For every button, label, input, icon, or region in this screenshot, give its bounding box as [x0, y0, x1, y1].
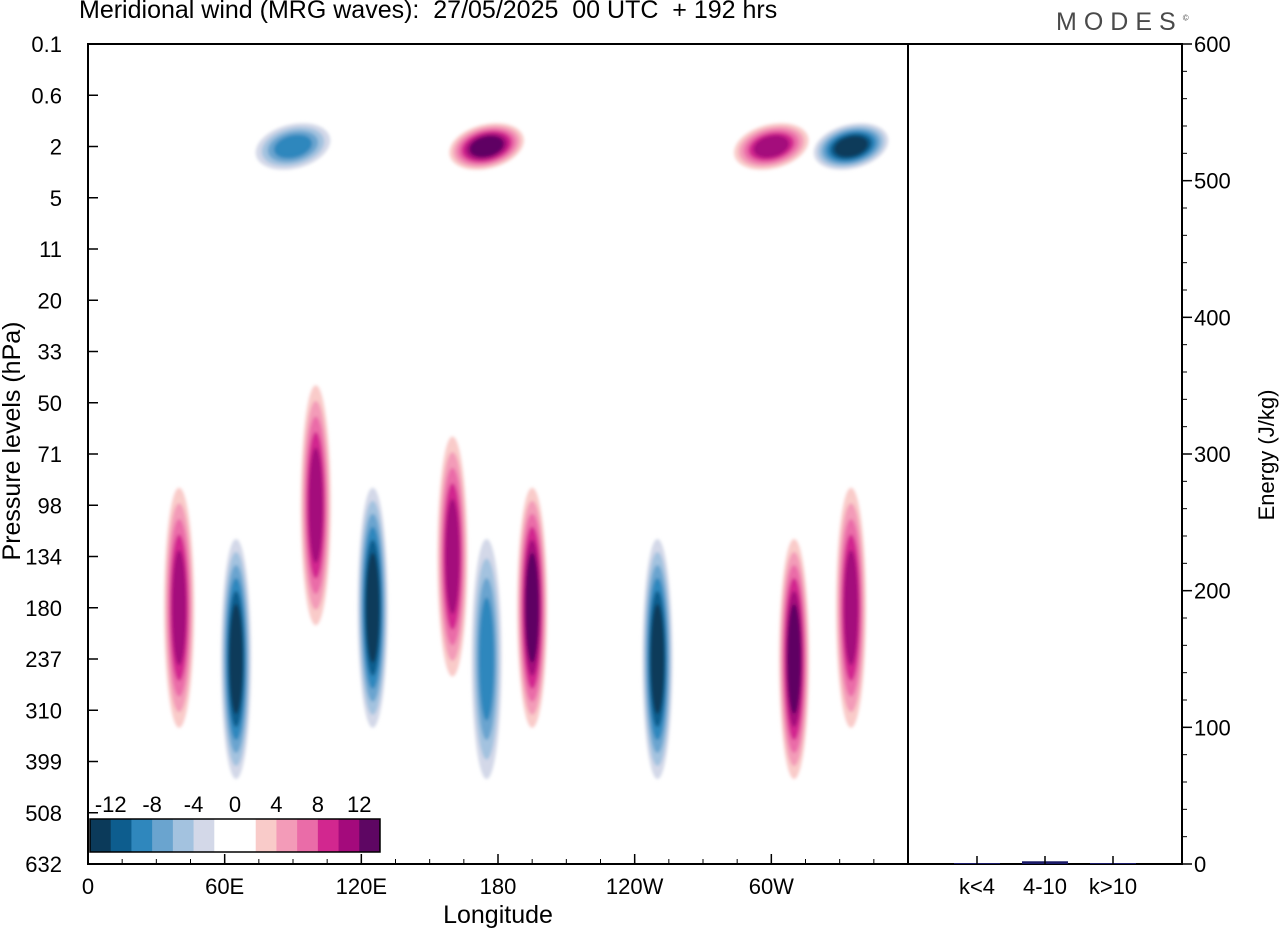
colorbar-frame: [89, 818, 381, 853]
colorbar-swatch: [152, 819, 174, 852]
wind-anomaly-20: [779, 539, 810, 779]
colorbar-label: 12: [347, 792, 371, 817]
wind-anomaly-16: [437, 436, 468, 677]
colorbar-swatch: [235, 819, 257, 852]
wind-anomaly-4: [456, 0, 540, 23]
colorbar-swatch: [359, 819, 381, 852]
wind-anomaly-10: [813, 123, 889, 170]
colorbar-swatch: [193, 819, 215, 852]
plot-frames: [87, 43, 1183, 865]
energy-tick-label: 200: [1194, 579, 1231, 604]
y-tick-label: 310: [25, 698, 62, 723]
y-tick-label: 50: [38, 391, 62, 416]
colorbar-swatch: [214, 819, 236, 852]
y-tick-label: 2: [50, 135, 62, 160]
wind-anomaly-3: [353, 0, 437, 23]
x-axis-label: Longitude: [443, 901, 553, 929]
wind-anomaly-14: [300, 385, 331, 626]
energy-category-label: 4-10: [1023, 874, 1067, 899]
colorbar-swatch: [338, 819, 360, 852]
x-tick-label: 60W: [749, 874, 794, 899]
y-tick-label: 237: [25, 647, 62, 672]
energy-axis-label: Energy (J/kg): [1254, 390, 1279, 521]
colorbar-swatch: [110, 819, 132, 852]
x-tick-label: 180: [480, 874, 517, 899]
wind-anomaly-5: [558, 0, 642, 23]
chart-title: Meridional wind (MRG waves): 27/05/2025 …: [79, 0, 778, 24]
logo-mark: ©: [1182, 13, 1189, 23]
wind-anomaly-0: [69, 0, 153, 23]
wind-anomaly-18: [517, 487, 548, 728]
colorbar-swatch: [255, 819, 277, 852]
colorbar-swatch: [90, 819, 112, 852]
energy-tick-label: 0: [1194, 852, 1206, 877]
wind-anomaly-19: [642, 539, 673, 779]
y-tick-label: 632: [25, 852, 62, 877]
logo-text: MODES: [1056, 8, 1183, 36]
energy-axis: 0 100 200 300 400 500 600: [1182, 32, 1231, 877]
y-axis-label: Pressure levels (hPa): [0, 322, 26, 561]
x-tick-label: 120E: [336, 874, 387, 899]
colorbar-swatch: [297, 819, 319, 852]
y-tick-label: 508: [25, 801, 62, 826]
y-tick-label: 134: [25, 545, 62, 570]
x-axis: 0 60E 120E 180 120W 60W: [82, 854, 909, 899]
colorbar-swatch: [317, 819, 340, 852]
y-axis: 0.1 0.6 2 5 11 20 33 50 71 98 134 180 237 310 399 508 63…: [25, 32, 98, 877]
energy-category-label: k<4: [959, 874, 995, 899]
wind-anomaly-17: [471, 539, 502, 779]
colorbar: -12 -8 -4 0 4 8 12: [89, 792, 381, 853]
y-tick-label: 5: [50, 186, 62, 211]
energy-tick-label: 100: [1194, 715, 1231, 740]
colorbar-swatch: [172, 819, 195, 852]
wind-anomaly-15: [357, 487, 388, 728]
x-tick-label: 120W: [606, 874, 664, 899]
wind-anomaly-1: [126, 0, 210, 23]
heatmap-plot: [69, 0, 904, 779]
wind-anomaly-8: [449, 123, 524, 170]
wind-anomaly-9: [734, 123, 809, 170]
y-tick-label: 33: [38, 340, 62, 365]
energy-tick-label: 400: [1194, 305, 1231, 330]
colorbar-label: 4: [270, 792, 282, 817]
y-tick-label: 11: [39, 237, 62, 262]
y-tick-label: 0.1: [31, 32, 62, 57]
x-tick-label: 0: [82, 874, 94, 899]
energy-category-label: k>10: [1089, 874, 1137, 899]
y-tick-label: 399: [25, 750, 62, 775]
colorbar-label: -8: [142, 792, 162, 817]
energy-tick-label: 300: [1194, 442, 1231, 467]
x-tick-label: 60E: [205, 874, 244, 899]
wind-anomaly-7: [820, 0, 904, 23]
colorbar-swatch: [276, 819, 298, 852]
wind-anomaly-2: [217, 0, 301, 23]
colorbar-label: 0: [229, 792, 241, 817]
energy-frame: [907, 43, 1183, 865]
y-tick-label: 71: [38, 442, 62, 467]
colorbar-label: -12: [95, 792, 127, 817]
colorbar-label: 8: [312, 792, 324, 817]
colorbar-swatch: [131, 819, 153, 852]
wind-anomaly-21: [836, 487, 867, 728]
modes-logo: MODES©: [1056, 8, 1189, 37]
wind-anomaly-13: [221, 539, 252, 779]
energy-tick-label: 500: [1194, 169, 1231, 194]
wind-anomaly-11: [255, 123, 331, 170]
y-tick-label: 0.6: [31, 83, 62, 108]
wind-anomaly-12: [164, 487, 195, 728]
energy-bars: k<4 4-10 k>10: [954, 856, 1137, 899]
y-tick-label: 98: [38, 493, 62, 518]
wind-anomaly-6: [684, 0, 768, 23]
colorbar-label: -4: [184, 792, 204, 817]
energy-tick-label: 600: [1194, 32, 1231, 57]
y-tick-label: 20: [38, 288, 62, 313]
y-tick-label: 180: [25, 596, 62, 621]
